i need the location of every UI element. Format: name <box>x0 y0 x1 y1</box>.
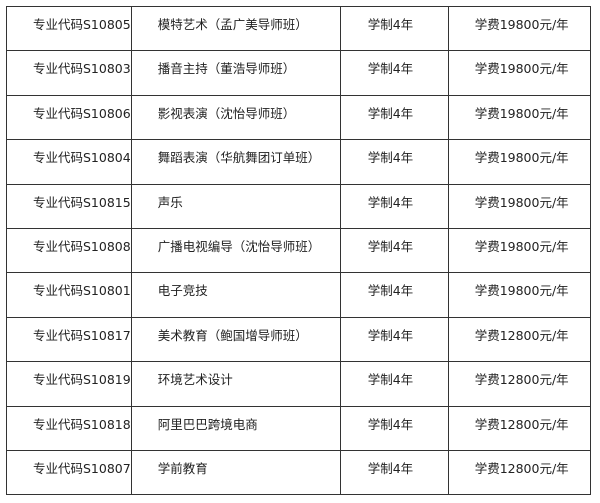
major-code-cell: 专业代码S10818 <box>6 405 132 451</box>
duration-cell: 学制4年 <box>339 139 449 185</box>
majors-table-body: 专业代码S10805 模特艺术（孟广美导师班） 学制4年 学费19800元/年 专业代码… <box>6 5 592 496</box>
tuition-fee-cell: 学费19800元/年 <box>447 227 592 274</box>
major-name-cell: 阿里巴巴跨境电商 <box>130 405 341 451</box>
tuition-fee-cell: 学费19800元/年 <box>447 5 592 52</box>
tuition-fee-cell: 学费12800元/年 <box>447 316 592 363</box>
major-name-cell: 学前教育 <box>130 449 341 496</box>
major-code-cell: 专业代码S10803 <box>6 50 132 96</box>
tuition-fee-cell: 学费12800元/年 <box>447 405 592 451</box>
major-code-cell: 专业代码S10819 <box>6 361 132 407</box>
major-name-cell: 环境艺术设计 <box>130 361 341 407</box>
major-code-cell: 专业代码S10808 <box>6 227 132 274</box>
major-name-cell: 模特艺术（孟广美导师班） <box>130 5 341 52</box>
major-code-cell: 专业代码S10815 <box>6 183 132 229</box>
table-row: 专业代码S10819 环境艺术设计 学制4年 学费12800元/年 <box>6 361 592 407</box>
tuition-fee-cell: 学费19800元/年 <box>447 139 592 185</box>
major-code-cell: 专业代码S10801 <box>6 272 132 318</box>
duration-cell: 学制4年 <box>339 272 449 318</box>
table-row: 专业代码S10808 广播电视编导（沈怡导师班） 学制4年 学费19800元/年 <box>6 227 592 274</box>
major-name-cell: 声乐 <box>130 183 341 229</box>
duration-cell: 学制4年 <box>339 94 449 141</box>
table-row: 专业代码S10804 舞蹈表演（华航舞团订单班） 学制4年 学费19800元/年 <box>6 139 592 185</box>
table-row: 专业代码S10805 模特艺术（孟广美导师班） 学制4年 学费19800元/年 <box>6 5 592 52</box>
table-row: 专业代码S10818 阿里巴巴跨境电商 学制4年 学费12800元/年 <box>6 405 592 451</box>
major-name-cell: 美术教育（鲍国增导师班） <box>130 316 341 363</box>
majors-table: 专业代码S10805 模特艺术（孟广美导师班） 学制4年 学费19800元/年 专业代码… <box>6 5 592 496</box>
duration-cell: 学制4年 <box>339 50 449 96</box>
major-name-cell: 影视表演（沈怡导师班） <box>130 94 341 141</box>
duration-cell: 学制4年 <box>339 405 449 451</box>
duration-cell: 学制4年 <box>339 227 449 274</box>
major-code-cell: 专业代码S10807 <box>6 449 132 496</box>
table-row: 专业代码S10803 播音主持（董浩导师班） 学制4年 学费19800元/年 <box>6 50 592 96</box>
major-name-cell: 电子竞技 <box>130 272 341 318</box>
table-row: 专业代码S10815 声乐 学制4年 学费19800元/年 <box>6 183 592 229</box>
table-row: 专业代码S10806 影视表演（沈怡导师班） 学制4年 学费19800元/年 <box>6 94 592 141</box>
duration-cell: 学制4年 <box>339 449 449 496</box>
major-code-cell: 专业代码S10805 <box>6 5 132 52</box>
table-row: 专业代码S10807 学前教育 学制4年 学费12800元/年 <box>6 449 592 496</box>
duration-cell: 学制4年 <box>339 5 449 52</box>
duration-cell: 学制4年 <box>339 316 449 363</box>
major-code-cell: 专业代码S10806 <box>6 94 132 141</box>
table-row: 专业代码S10817 美术教育（鲍国增导师班） 学制4年 学费12800元/年 <box>6 316 592 363</box>
major-code-cell: 专业代码S10817 <box>6 316 132 363</box>
tuition-fee-cell: 学费19800元/年 <box>447 272 592 318</box>
duration-cell: 学制4年 <box>339 183 449 229</box>
table-row: 专业代码S10801 电子竞技 学制4年 学费19800元/年 <box>6 272 592 318</box>
major-name-cell: 播音主持（董浩导师班） <box>130 50 341 96</box>
major-name-cell: 舞蹈表演（华航舞团订单班） <box>130 139 341 185</box>
duration-cell: 学制4年 <box>339 361 449 407</box>
tuition-fee-cell: 学费12800元/年 <box>447 361 592 407</box>
tuition-fee-cell: 学费19800元/年 <box>447 94 592 141</box>
major-name-cell: 广播电视编导（沈怡导师班） <box>130 227 341 274</box>
tuition-fee-cell: 学费19800元/年 <box>447 183 592 229</box>
tuition-fee-cell: 学费12800元/年 <box>447 449 592 496</box>
tuition-fee-cell: 学费19800元/年 <box>447 50 592 96</box>
major-code-cell: 专业代码S10804 <box>6 139 132 185</box>
